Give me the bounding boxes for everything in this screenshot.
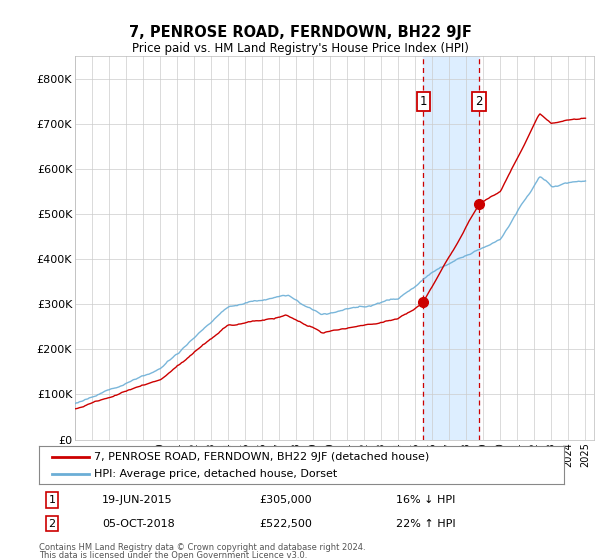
Text: Contains HM Land Registry data © Crown copyright and database right 2024.: Contains HM Land Registry data © Crown c… — [39, 543, 365, 552]
Text: 7, PENROSE ROAD, FERNDOWN, BH22 9JF: 7, PENROSE ROAD, FERNDOWN, BH22 9JF — [128, 25, 472, 40]
Text: Price paid vs. HM Land Registry's House Price Index (HPI): Price paid vs. HM Land Registry's House … — [131, 42, 469, 55]
Text: 22% ↑ HPI: 22% ↑ HPI — [396, 519, 455, 529]
Text: 1: 1 — [419, 95, 427, 108]
Text: 19-JUN-2015: 19-JUN-2015 — [102, 495, 173, 505]
Text: This data is licensed under the Open Government Licence v3.0.: This data is licensed under the Open Gov… — [39, 551, 307, 560]
Text: HPI: Average price, detached house, Dorset: HPI: Average price, detached house, Dors… — [94, 469, 337, 479]
Text: 7, PENROSE ROAD, FERNDOWN, BH22 9JF (detached house): 7, PENROSE ROAD, FERNDOWN, BH22 9JF (det… — [94, 451, 430, 461]
Text: 16% ↓ HPI: 16% ↓ HPI — [396, 495, 455, 505]
Text: 2: 2 — [49, 519, 56, 529]
Bar — [424, 56, 479, 440]
Text: 05-OCT-2018: 05-OCT-2018 — [102, 519, 175, 529]
Text: 1: 1 — [49, 495, 56, 505]
Text: £522,500: £522,500 — [260, 519, 313, 529]
Text: 2: 2 — [475, 95, 483, 108]
Text: £305,000: £305,000 — [260, 495, 312, 505]
